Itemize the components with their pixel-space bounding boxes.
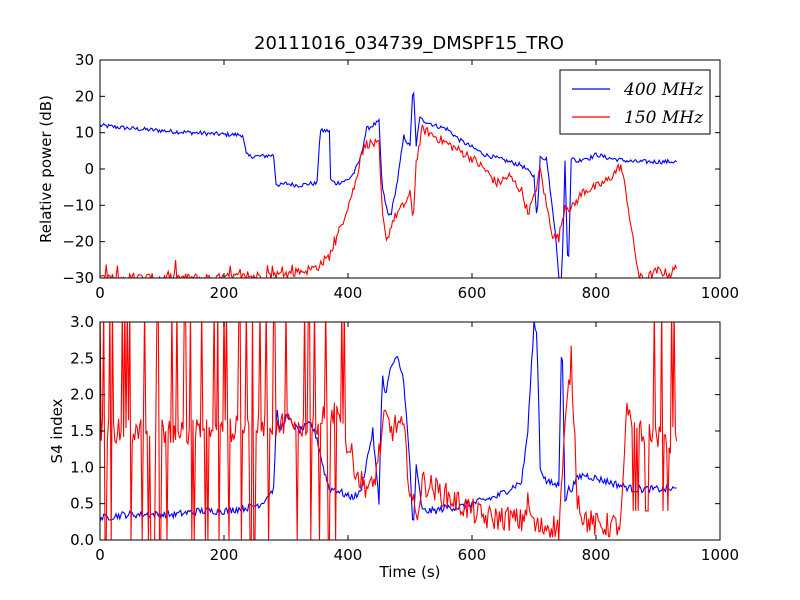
y-tick-label: 3.0 bbox=[70, 313, 94, 331]
power-axes: 0 200 400 600 800 1000 −30 −20 −10 0 10 20 30 Relativ… bbox=[37, 51, 739, 302]
y-tick-label: 2.5 bbox=[70, 349, 94, 367]
legend-entry: 150 MHz bbox=[624, 108, 704, 128]
s4-axes: 0 200 400 600 800 1000 0.0 0.5 1.0 1.5 2.0 2.5 3.0 S4… bbox=[48, 313, 739, 581]
y-tick-label: 10 bbox=[75, 124, 94, 142]
x-tick-label: 800 bbox=[582, 546, 611, 564]
y-tick-label: −30 bbox=[62, 269, 94, 287]
x-tick-label: 200 bbox=[210, 546, 239, 564]
legend: 400 MHz 150 MHz bbox=[559, 69, 711, 135]
y-tick-label: 0.0 bbox=[70, 531, 94, 549]
x-tick-label: 1000 bbox=[701, 546, 739, 564]
x-tick-label: 600 bbox=[458, 284, 487, 302]
figure-title: 20111016_034739_DMSPF15_TRO bbox=[254, 33, 564, 54]
y-tick-label: 2.0 bbox=[70, 386, 94, 404]
x-tick-label: 400 bbox=[334, 546, 363, 564]
power-series-line-150mhz bbox=[100, 124, 678, 278]
y-tick-label: −10 bbox=[62, 196, 94, 214]
x-tick-label: 0 bbox=[95, 546, 105, 564]
legend-entry: 400 MHz bbox=[623, 80, 704, 100]
y-tick-label: 20 bbox=[75, 87, 94, 105]
y-tick-label: 30 bbox=[75, 51, 94, 69]
legend-box bbox=[559, 69, 711, 135]
y-tick-label: 1.5 bbox=[70, 422, 94, 440]
x-tick-label: 600 bbox=[458, 546, 487, 564]
s4-series-line-400mhz bbox=[100, 322, 677, 522]
y-axis-label: Relative power (dB) bbox=[37, 95, 55, 243]
y-tick-label: 0 bbox=[84, 160, 94, 178]
y-tick-label: −20 bbox=[62, 233, 94, 251]
y-axis-label: S4 index bbox=[48, 398, 66, 463]
x-tick-label: 800 bbox=[582, 284, 611, 302]
y-tick-label: 1.0 bbox=[70, 458, 94, 476]
y-tick-label: 0.5 bbox=[70, 495, 94, 513]
power-series-line-400mhz bbox=[100, 91, 677, 278]
s4-series-line-150mhz bbox=[100, 322, 678, 540]
x-tick-label: 400 bbox=[334, 284, 363, 302]
x-axis-label: Time (s) bbox=[379, 563, 441, 581]
x-tick-label: 0 bbox=[95, 284, 105, 302]
x-tick-label: 200 bbox=[210, 284, 239, 302]
x-tick-label: 1000 bbox=[701, 284, 739, 302]
